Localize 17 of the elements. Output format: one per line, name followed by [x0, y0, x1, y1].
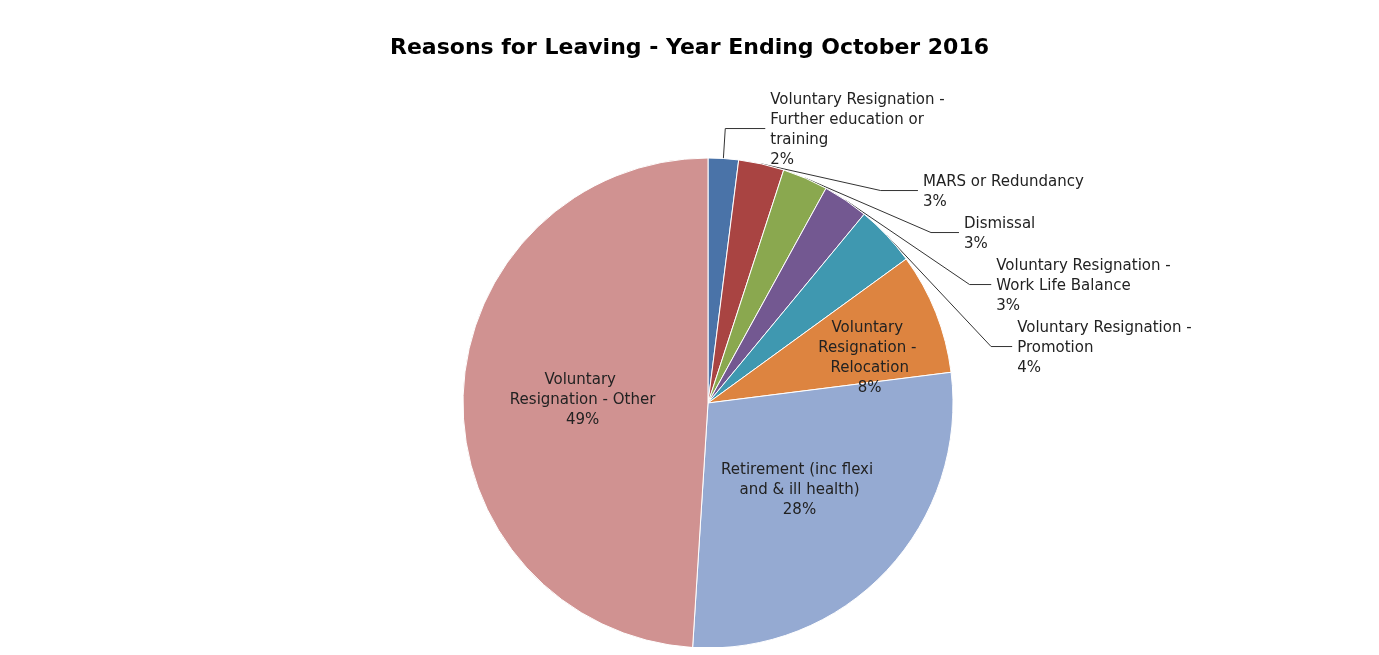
slice-label: Voluntary Resignation - Other — [509, 370, 657, 409]
slice-label: Retirement (inc flexi and & ill health) — [721, 459, 878, 498]
data-label: 28% — [782, 499, 817, 518]
data-label: 8% — [857, 377, 882, 396]
slice-label: Voluntary Resignation - Relocation — [818, 317, 922, 376]
data-label: 3% — [922, 191, 947, 210]
slice-label: Dismissal — [963, 213, 1036, 232]
data-label: 2% — [770, 149, 795, 168]
slice-label: MARS or Redundancy — [922, 171, 1084, 190]
slice-label: Voluntary Resignation - Further education or training — [770, 89, 950, 148]
slice-label: Voluntary Resignation - Promotion — [1017, 317, 1197, 356]
data-label: 3% — [996, 295, 1021, 314]
slice-label: Voluntary Resignation - Work Life Balance — [996, 255, 1176, 294]
data-label: 4% — [1017, 357, 1041, 376]
data-label: 49% — [565, 410, 600, 429]
chart-title: Reasons for Leaving - Year Ending October 2016 — [389, 33, 990, 59]
data-label: 3% — [963, 233, 988, 252]
